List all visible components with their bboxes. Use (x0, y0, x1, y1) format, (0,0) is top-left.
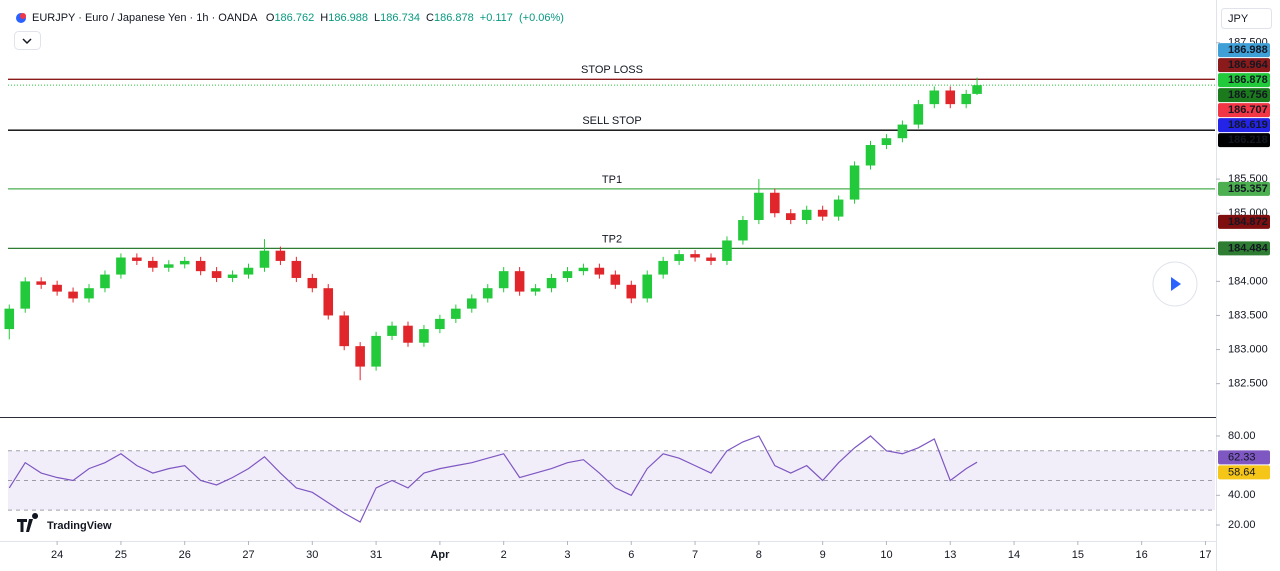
price-tag (1218, 241, 1270, 256)
currency: JPY (1228, 13, 1249, 25)
rsi-ma-tag (1218, 465, 1270, 480)
x-tick-label: 15 (1072, 549, 1084, 561)
x-tick-label: 8 (756, 549, 762, 561)
price-tag (1218, 73, 1270, 88)
price-tag-label: 186.878 (1228, 74, 1268, 86)
ohlc-value: 186.878 (434, 12, 474, 24)
price-tag (1218, 103, 1270, 118)
rsi-tag-label: 62.33 (1228, 451, 1256, 463)
price-tag (1218, 88, 1270, 103)
price-tag (1218, 214, 1270, 229)
logo-icon (17, 513, 39, 532)
ohlc-label: O (266, 12, 275, 24)
x-tick-label: 10 (880, 549, 892, 561)
price-tag-label: 186.619 (1228, 119, 1268, 131)
x-tick-label: Apr (430, 549, 450, 561)
change: +0.117 (480, 12, 513, 24)
level-label: SELL STOP (582, 115, 641, 127)
price-tag (1218, 58, 1270, 73)
x-tick-label: 26 (179, 549, 191, 561)
ohlc-label: C (426, 12, 434, 24)
x-tick-label: 31 (370, 549, 382, 561)
rsi-tag (1218, 450, 1270, 465)
ohlc-value: 186.762 (274, 12, 314, 24)
price-tag-label: 186.707 (1228, 104, 1268, 116)
x-tick-label: 13 (944, 549, 956, 561)
level-label: TP1 (602, 174, 622, 186)
price-tag-label: 185.357 (1228, 183, 1268, 195)
price-tag-label: 186.218 (1228, 134, 1268, 146)
rsi-tick-label: 80.00 (1228, 430, 1256, 442)
rsi-tick-label: 20.00 (1228, 519, 1256, 531)
x-tick-label: 3 (564, 549, 570, 561)
x-tick-label: 6 (628, 549, 634, 561)
x-tick-label: 25 (115, 549, 127, 561)
x-tick-label: 27 (242, 549, 254, 561)
ohlc-value: 186.734 (380, 12, 420, 24)
level-label: STOP LOSS (581, 64, 643, 76)
x-tick-label: 16 (1136, 549, 1148, 561)
price-tag-label: 184.872 (1228, 216, 1268, 228)
ohlc-label: H (320, 12, 328, 24)
price-tag (1218, 118, 1270, 133)
currency-button[interactable] (1221, 8, 1272, 29)
symbol: EURJPY · Euro / Japanese Yen · 1h · OAND… (32, 12, 258, 24)
x-tick-label: 14 (1008, 549, 1020, 561)
symbol-legend: EURJPY · Euro / Japanese Yen · 1h · OAND… (32, 12, 564, 24)
x-tick-label: 9 (820, 549, 826, 561)
y-tick-label: 183.000 (1228, 343, 1268, 355)
level-label: TP2 (602, 233, 622, 245)
x-tick-label: 2 (501, 549, 507, 561)
price-tag-label: 186.964 (1228, 59, 1269, 71)
play-icon (1171, 277, 1181, 291)
price-tag (1218, 133, 1270, 148)
chevron-icon (22, 38, 32, 45)
rsi-line (8, 435, 978, 523)
x-tick-label: 17 (1199, 549, 1211, 561)
y-tick-label: 183.500 (1228, 309, 1268, 321)
price-tag-label: 186.756 (1228, 89, 1268, 101)
x-tick-label: 24 (51, 549, 63, 561)
y-tick-label: 184.000 (1228, 275, 1268, 287)
ohlc-label: L (374, 12, 380, 24)
symbol-icon (20, 13, 26, 19)
y-tick-label: 182.500 (1228, 378, 1268, 390)
price-tag-label: 186.988 (1228, 44, 1268, 56)
x-tick-label: 30 (306, 549, 318, 561)
rsi-ma-tag-label: 58.64 (1228, 466, 1256, 478)
price-tag-label: 184.484 (1228, 242, 1269, 254)
change-percent: (+0.06%) (519, 12, 564, 24)
collapse-button[interactable] (14, 31, 41, 50)
price-tag (1218, 181, 1270, 196)
x-tick-label: 7 (692, 549, 698, 561)
ohlc-value: 186.988 (328, 12, 368, 24)
rsi-tick-label: 40.00 (1228, 489, 1256, 501)
price-tag (1218, 43, 1270, 58)
logo: TradingView (47, 520, 112, 532)
